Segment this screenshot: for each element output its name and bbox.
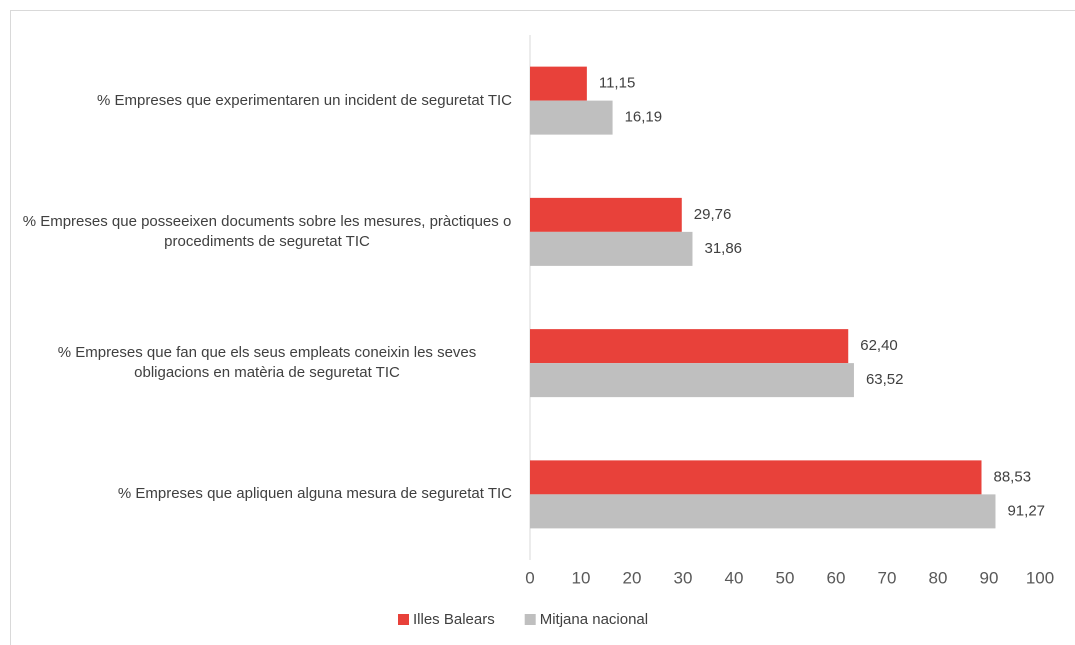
category-label: % Empreses que apliquen alguna mesura de…: [117, 485, 512, 503]
x-tick-label: 70: [878, 568, 897, 587]
bar: [530, 100, 613, 135]
bar: [530, 231, 693, 266]
bar: [530, 460, 982, 495]
value-label: 29,76: [694, 206, 732, 223]
value-label: 63,52: [866, 371, 904, 388]
bar: [530, 329, 849, 364]
x-tick-label: 30: [674, 568, 693, 587]
x-tick-label: 80: [929, 568, 948, 587]
chart-border: [10, 10, 1075, 645]
value-label: 11,15: [599, 75, 635, 92]
legend-swatch: [398, 614, 409, 625]
category-label: % Empreses que fan que els seus empleats…: [57, 344, 477, 382]
value-label: 88,53: [994, 468, 1032, 485]
x-tick-label: 50: [776, 568, 795, 587]
x-tick-label: 40: [725, 568, 744, 587]
legend-label: Mitjana nacional: [540, 611, 648, 628]
category-label: % Empreses que experimentaren un inciden…: [97, 91, 512, 109]
x-tick-label: 10: [572, 568, 591, 587]
value-label: 91,27: [1007, 502, 1045, 519]
bar: [530, 197, 682, 232]
x-tick-label: 100: [1026, 568, 1054, 587]
x-tick-label: 20: [623, 568, 642, 587]
bar: [530, 363, 854, 398]
category-label: % Empreses que posseeixen documents sobr…: [22, 212, 512, 250]
value-label: 62,40: [860, 337, 898, 354]
bar: [530, 66, 587, 101]
x-tick-label: 60: [827, 568, 846, 587]
value-label: 16,19: [625, 109, 663, 126]
x-tick-label: 90: [980, 568, 999, 587]
bar: [530, 494, 996, 529]
x-tick-label: 0: [525, 568, 534, 587]
legend-swatch: [524, 614, 536, 625]
value-label: 31,86: [704, 240, 742, 257]
legend-label: Illes Balears: [413, 611, 495, 628]
